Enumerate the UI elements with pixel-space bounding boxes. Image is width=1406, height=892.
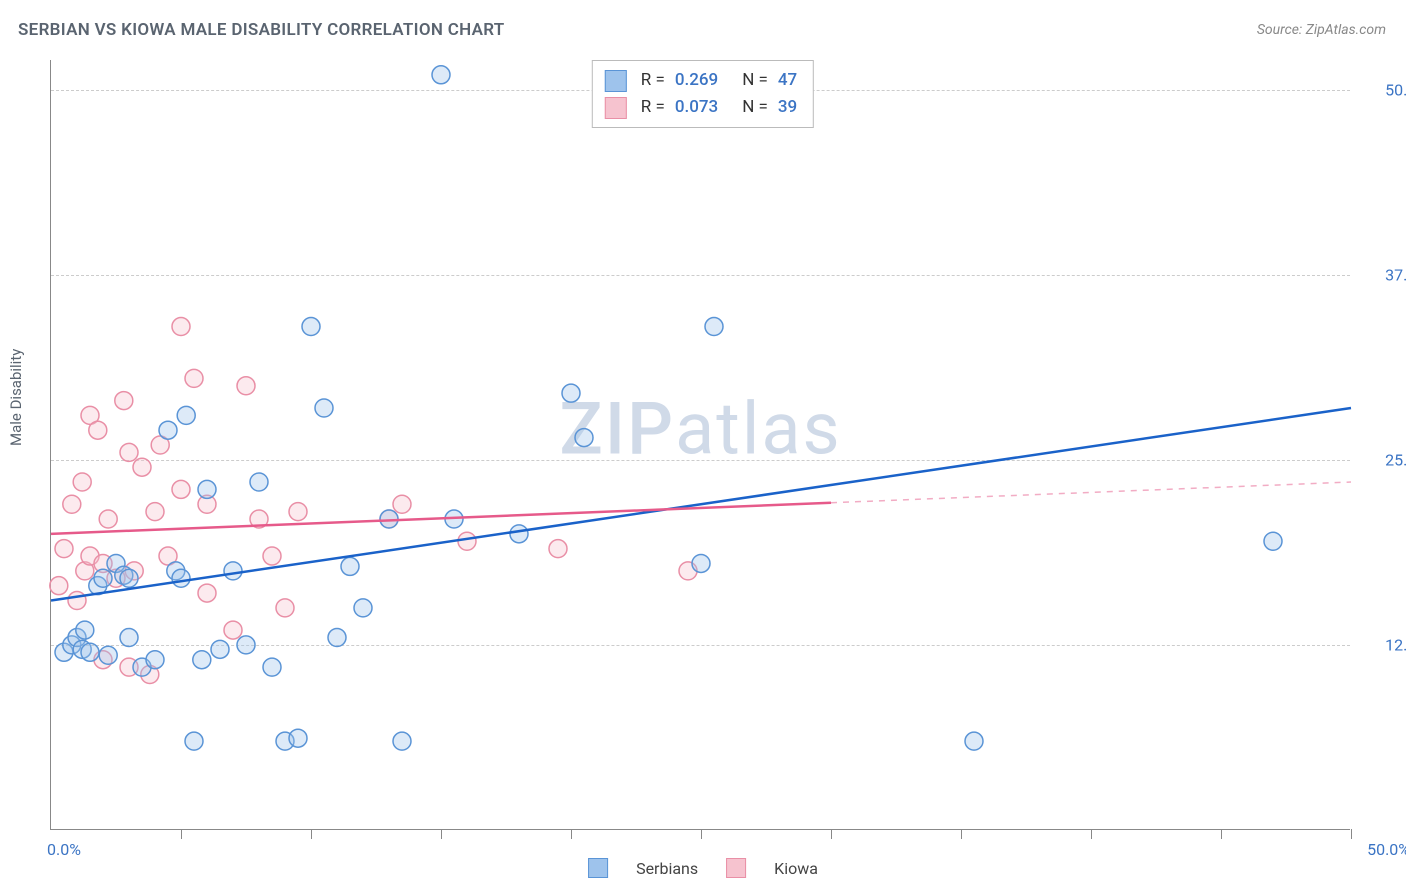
x-tick [571,829,572,839]
data-point [172,318,190,336]
data-point [276,599,294,617]
data-point [68,591,86,609]
y-tick-label: 37.5% [1358,265,1406,284]
data-point [224,562,242,580]
data-point [328,629,346,647]
data-point [115,392,133,410]
data-point [99,646,117,664]
source-label: Source: ZipAtlas.com [1257,22,1386,38]
data-point [185,732,203,750]
data-point [263,658,281,676]
data-point [263,547,281,565]
swatch-serbians-icon [588,858,608,878]
x-tick [961,829,962,839]
data-point [172,569,190,587]
plot-area: ZIPatlas 12.5% 25.0% 37.5% 50.0% 0.0% 50… [50,60,1350,830]
x-tick [831,829,832,839]
data-point [185,369,203,387]
correlation-legend: R = 0.269 N = 47 R = 0.073 N = 39 [592,60,814,128]
swatch-kiowa-icon [605,97,627,119]
data-point [224,621,242,639]
data-point [81,643,99,661]
data-point [393,495,411,513]
x-tick [311,829,312,839]
x-tick [441,829,442,839]
legend-label-serbians: Serbians [636,859,698,878]
data-point [458,532,476,550]
data-point [99,510,117,528]
x-tick [701,829,702,839]
data-point [159,421,177,439]
data-point [692,554,710,572]
swatch-serbians-icon [605,70,627,92]
data-point [510,525,528,543]
data-point [562,384,580,402]
x-tick [1351,829,1352,839]
data-point [341,557,359,575]
scatter-svg [51,60,1350,829]
x-tick-label-min: 0.0% [47,840,81,859]
data-point [965,732,983,750]
data-point [705,318,723,336]
data-point [237,636,255,654]
data-point [302,318,320,336]
data-point [354,599,372,617]
data-point [549,540,567,558]
trend-line-dashed [831,482,1351,503]
data-point [289,503,307,521]
data-point [94,569,112,587]
n-value-kiowa: 39 [778,94,797,121]
chart-container: SERBIAN VS KIOWA MALE DISABILITY CORRELA… [0,0,1406,892]
data-point [89,421,107,439]
legend-label-kiowa: Kiowa [774,859,818,878]
legend-row-serbians: R = 0.269 N = 47 [605,67,797,94]
y-axis-label: Male Disability [7,349,25,446]
data-point [146,651,164,669]
data-point [198,480,216,498]
y-tick-label: 12.5% [1358,635,1406,654]
data-point [315,399,333,417]
data-point [198,584,216,602]
data-point [575,429,593,447]
data-point [237,377,255,395]
data-point [289,729,307,747]
data-point [50,577,68,595]
data-point [250,473,268,491]
legend-row-kiowa: R = 0.073 N = 39 [605,94,797,121]
data-point [76,621,94,639]
data-point [1264,532,1282,550]
data-point [55,540,73,558]
x-tick [181,829,182,839]
data-point [393,732,411,750]
r-value-kiowa: 0.073 [675,94,718,121]
trend-line [51,503,831,534]
r-value-serbians: 0.269 [675,67,718,94]
data-point [73,473,91,491]
data-point [146,503,164,521]
data-point [63,495,81,513]
data-point [432,66,450,84]
data-point [211,640,229,658]
data-point [172,480,190,498]
series-legend: Serbians Kiowa [588,858,818,878]
data-point [120,443,138,461]
n-value-serbians: 47 [778,67,797,94]
chart-title: SERBIAN VS KIOWA MALE DISABILITY CORRELA… [18,20,505,40]
data-point [193,651,211,669]
data-point [177,406,195,424]
data-point [133,458,151,476]
y-tick-label: 50.0% [1358,80,1406,99]
data-point [120,569,138,587]
y-tick-label: 25.0% [1358,450,1406,469]
x-tick-label-max: 50.0% [1367,840,1406,859]
x-tick [1221,829,1222,839]
data-point [120,629,138,647]
swatch-kiowa-icon [726,858,746,878]
x-tick [1091,829,1092,839]
